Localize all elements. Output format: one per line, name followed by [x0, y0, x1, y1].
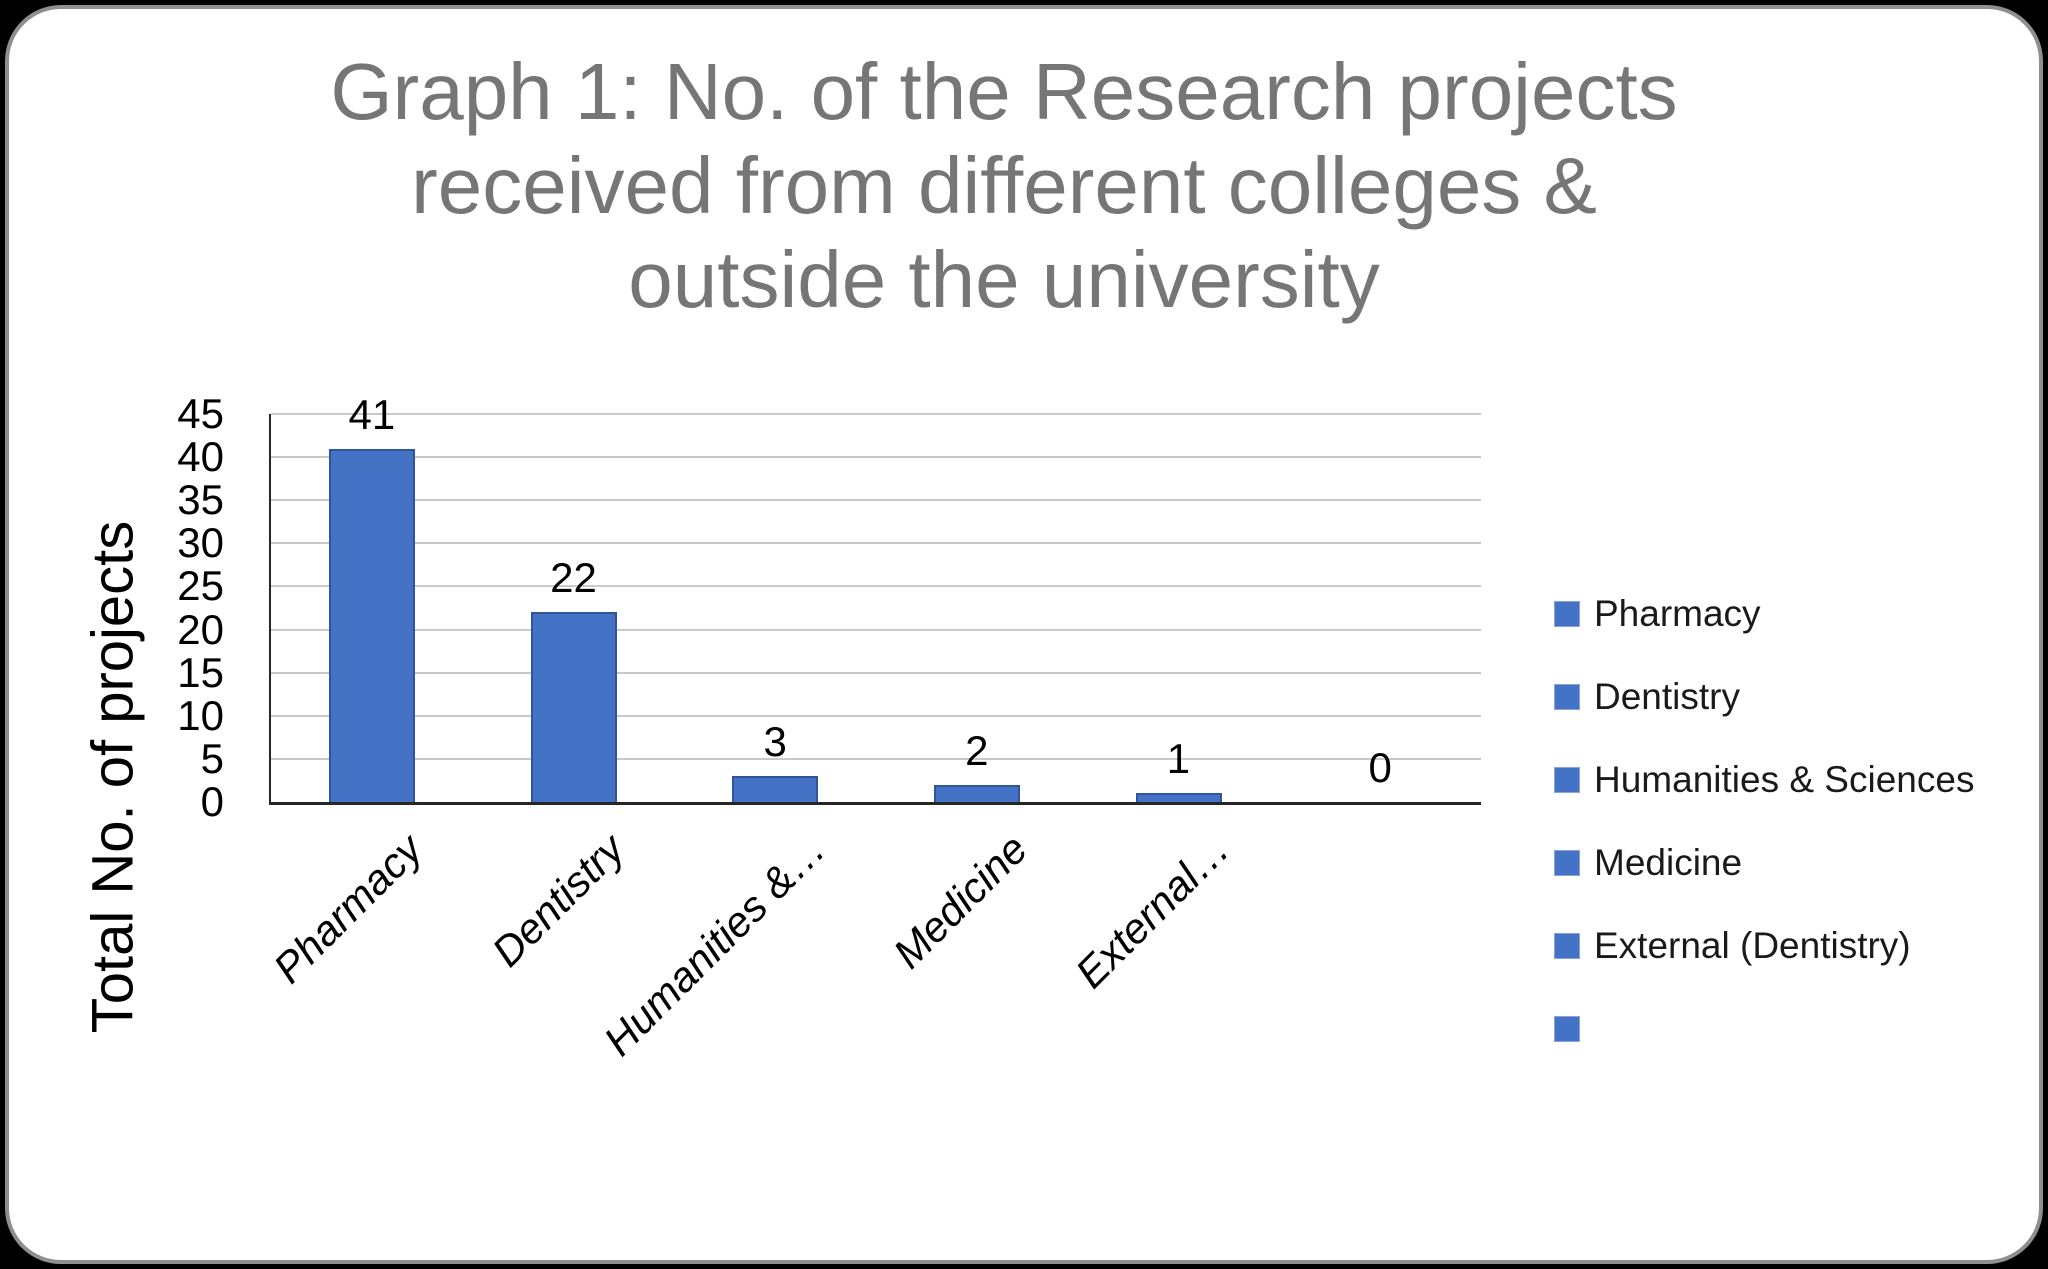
bar-External…: [1135, 793, 1222, 802]
gridline-y25: [271, 585, 1481, 588]
y-tick-label-0: 0: [200, 778, 224, 825]
y-tick-label-10: 10: [177, 691, 224, 739]
legend-label: Medicine: [1594, 842, 1743, 883]
bar-Dentistry: [530, 612, 617, 802]
gridline-y5: [271, 757, 1481, 760]
legend-swatch-icon: [1554, 684, 1580, 710]
legend-swatch-icon: [1554, 850, 1580, 876]
chart-title-line-3: outside the university: [628, 235, 1380, 324]
legend-label: External (Dentistry): [1594, 925, 1911, 966]
gridline-y15: [271, 671, 1481, 674]
chart-card: Graph 1: No. of the Research projects re…: [5, 5, 2043, 1264]
bar-Humanities &…: [732, 776, 819, 802]
data-label-2: 22: [550, 554, 597, 602]
gridline-y30: [271, 542, 1481, 545]
legend-swatch-icon: [1554, 1016, 1580, 1042]
gridline-y40: [271, 456, 1481, 459]
data-label-1: 41: [348, 390, 396, 438]
legend-item-dentistry: Dentistry: [1554, 676, 1740, 717]
chart-title-line-1: Graph 1: No. of the Research projects: [330, 47, 1678, 136]
data-label-5: 1: [1166, 735, 1191, 783]
legend-label: Pharmacy: [1594, 593, 1761, 634]
legend-item-pharmacy: Pharmacy: [1554, 593, 1761, 634]
chart-title-line-2: received from different colleges &: [411, 141, 1597, 230]
data-label-4: 2: [965, 726, 989, 774]
y-tick-label-30: 30: [177, 519, 224, 567]
bar-Medicine: [933, 784, 1020, 802]
gridline-y20: [271, 628, 1481, 631]
y-tick-label-20: 20: [177, 605, 224, 653]
x-axis-labels: Pharmacy Dentistry Humanities &… Medicine Ex…: [264, 809, 1479, 1169]
y-tick-label-5: 5: [200, 734, 224, 782]
bar-Pharmacy: [328, 448, 415, 802]
gridline-y45: [271, 413, 1481, 415]
legend-swatch-icon: [1554, 767, 1580, 793]
data-label-3: 3: [763, 718, 787, 766]
legend-swatch-icon: [1554, 933, 1580, 959]
legend-item-medicine: Medicine: [1554, 842, 1743, 883]
y-tick-label-15: 15: [177, 648, 224, 696]
legend-label: Dentistry: [1594, 676, 1740, 717]
legend-item-humanities-sciences: Humanities & Sciences: [1554, 759, 1975, 800]
gridline-y35: [271, 499, 1481, 502]
legend-swatch-icon: [1554, 601, 1580, 627]
chart-title: Graph 1: No. of the Research projects re…: [9, 45, 1999, 327]
plot-area: 41 22 3 2 1 0: [269, 391, 1481, 805]
legend: Pharmacy Dentistry Humanities & Sciences Me…: [1554, 593, 2014, 1154]
legend-label: Humanities & Sciences: [1594, 759, 1975, 800]
y-axis-tick-labels: 0 5 10 15 20 25 30 35 40 45: [109, 390, 224, 825]
gridline-y10: [271, 714, 1481, 717]
y-tick-label-35: 35: [177, 476, 224, 524]
legend-item-external-dentistry-: External (Dentistry): [1554, 925, 1911, 966]
y-tick-label-25: 25: [177, 562, 224, 610]
legend-item-empty: [1554, 1009, 1594, 1049]
y-tick-label-45: 45: [177, 390, 224, 437]
y-tick-label-40: 40: [177, 433, 224, 481]
data-label-6: 0: [1368, 744, 1392, 791]
